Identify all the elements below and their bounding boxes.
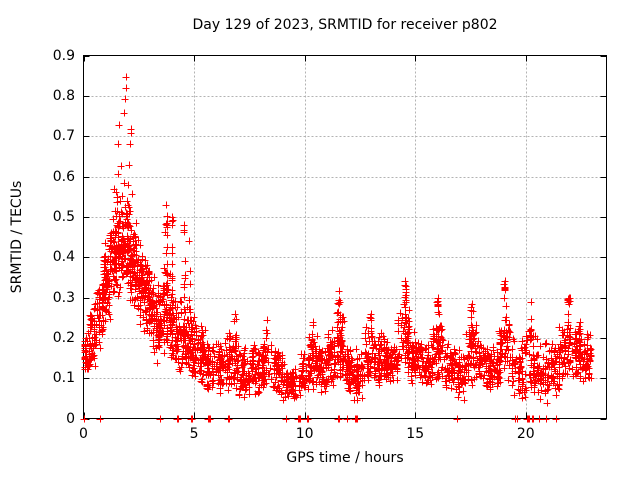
data-points (80, 73, 595, 423)
y-tick-label: 0.3 (52, 289, 75, 306)
y-tick-label: 0 (66, 410, 75, 427)
y-tick-label: 0.2 (52, 329, 75, 346)
y-tick-label: 0.4 (52, 249, 75, 266)
y-tick-label: 0.8 (52, 87, 75, 104)
y-tick-label: 0.6 (52, 168, 75, 185)
x-axis-label: GPS time / hours (286, 450, 404, 466)
x-tick-label: 0 (79, 426, 88, 442)
x-tick-label: 5 (189, 426, 199, 442)
y-tick-label: 0.5 (52, 208, 75, 225)
x-tick-label: 10 (295, 426, 314, 442)
grid-lines (83, 55, 607, 419)
y-axis-label: SRMTID / TECUs (9, 180, 25, 294)
y-tick-label: 0.7 (52, 128, 75, 145)
y-tick-label: 0.1 (52, 370, 75, 387)
x-tick-label: 15 (406, 426, 425, 442)
y-tick-label: 0.9 (52, 47, 75, 64)
x-tick-label: 20 (516, 426, 535, 442)
plot-border (83, 55, 607, 419)
chart-title: Day 129 of 2023, SRMTID for receiver p80… (192, 17, 498, 33)
axis-ticks (83, 55, 607, 420)
